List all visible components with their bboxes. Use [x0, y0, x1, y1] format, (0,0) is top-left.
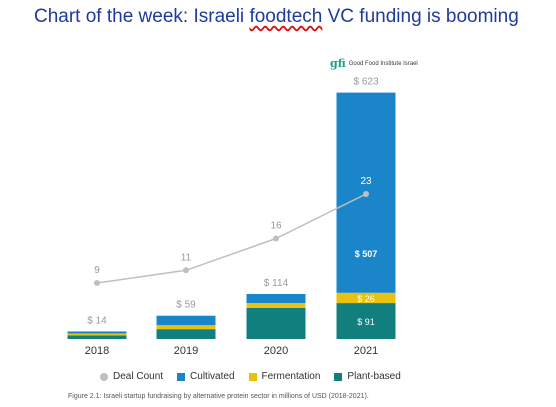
legend-item-cultivated: Cultivated [177, 371, 235, 382]
gfi-logo-text: Good Food Institute Israel [348, 60, 418, 67]
title-part-3: VC funding is booming [322, 6, 519, 27]
bar-fermentation-2018 [67, 333, 127, 336]
deal-count-label-2020: 16 [270, 221, 282, 232]
legend-item-deal-count: Deal Count [100, 371, 163, 382]
bar-fermentation-2021 [336, 292, 396, 304]
legend-label-fermentation: Fermentation [261, 371, 321, 382]
legend-label-deal-count: Deal Count [113, 371, 164, 382]
legend-swatch-fermentation [248, 372, 257, 381]
gfi-logo-mark: gfi [330, 57, 346, 70]
bar-cultivated-2020 [246, 293, 306, 304]
deal-count-point-2021 [363, 191, 369, 197]
legend-label-plant-based: Plant-based [347, 371, 401, 382]
x-tick-2018: 2018 [85, 345, 109, 357]
deal-count-label-2018: 9 [94, 265, 100, 276]
deal-count-point-2018 [94, 280, 100, 286]
title-part-1: Chart of the week: Israeli [34, 6, 250, 27]
chart-legend: Deal Count Cultivated Fermentation Plant… [100, 371, 415, 382]
page-title: Chart of the week: Israeli foodtech VC f… [34, 6, 519, 28]
legend-swatch-deal-count [100, 372, 108, 381]
gfi-logo: gfi Good Food Institute Israel [330, 57, 418, 70]
deal-count-label-2019: 11 [181, 252, 192, 263]
deal-count-point-2019 [183, 267, 189, 274]
legend-swatch-plant-based [334, 372, 343, 381]
bar-fermentation-2019 [156, 325, 216, 330]
legend-item-plant-based: Plant-based [334, 371, 401, 382]
title-part-2: foodtech [249, 6, 323, 27]
bar-fermentation-2020 [246, 303, 306, 308]
bar-plant-based-2019 [156, 329, 216, 339]
legend-swatch-cultivated [177, 372, 186, 381]
total-label-2020: $ 114 [264, 278, 289, 289]
x-tick-2020: 2020 [264, 345, 288, 357]
total-label-2021: $ 623 [353, 77, 378, 88]
total-label-2018: $ 14 [87, 315, 107, 326]
x-tick-2019: 2019 [174, 345, 198, 357]
deal-count-line [96, 193, 367, 284]
figure-caption: Figure 2.1: Israeli startup fundraising … [68, 393, 369, 400]
bar-plant-based-2021 [336, 303, 396, 339]
bar-cultivated-2019 [156, 315, 216, 326]
segment-label-cultivated-2021: $ 507 [355, 249, 378, 259]
bar-plant-based-2020 [246, 307, 306, 339]
total-label-2019: $ 59 [176, 300, 196, 311]
legend-label-cultivated: Cultivated [190, 371, 235, 382]
bar-plant-based-2018 [67, 335, 127, 339]
segment-label-plant-based-2021: $ 91 [357, 317, 375, 327]
deal-count-label-2021: 23 [360, 176, 372, 187]
deal-count-point-2020 [273, 235, 279, 242]
x-tick-2021: 2021 [354, 345, 378, 357]
segment-label-fermentation-2021: $ 26 [357, 294, 375, 304]
bar-cultivated-2018 [67, 331, 127, 334]
legend-item-fermentation: Fermentation [248, 371, 321, 382]
